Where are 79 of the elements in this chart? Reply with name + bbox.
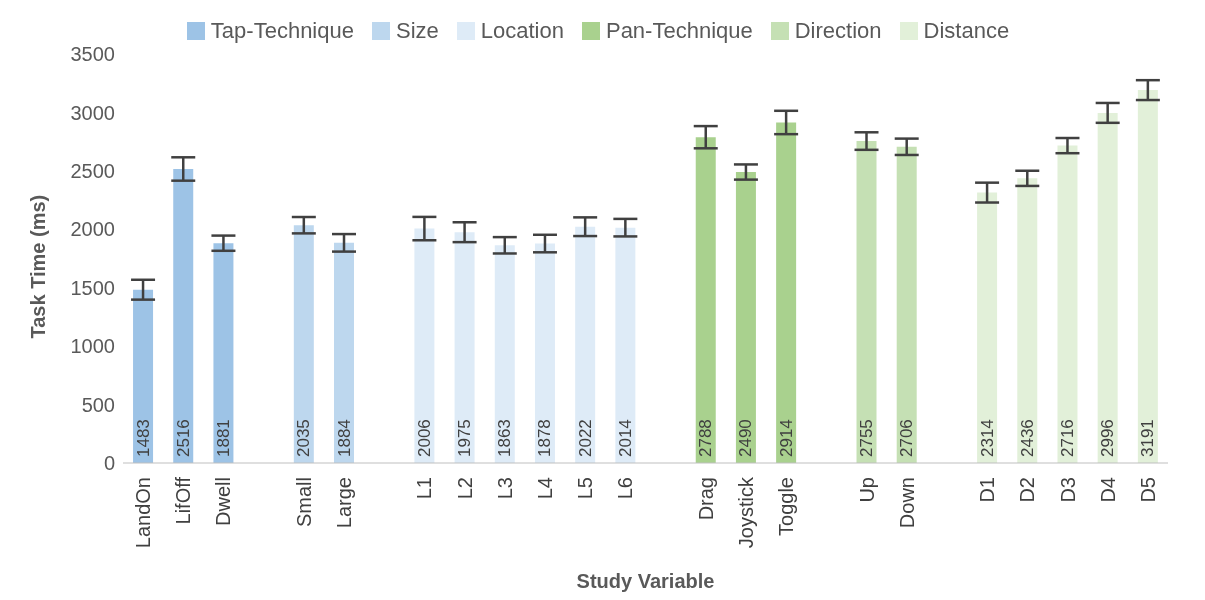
data-label: 2706 <box>897 419 917 457</box>
bar <box>213 243 234 463</box>
x-tick-label: D4 <box>1096 477 1119 503</box>
x-tick-label: L1 <box>413 477 436 500</box>
bar <box>776 122 797 463</box>
x-tick-label: D2 <box>1016 477 1039 503</box>
bar <box>977 192 998 463</box>
data-label: 2914 <box>776 419 796 457</box>
bar <box>334 242 355 463</box>
y-tick-label: 1500 <box>70 276 115 299</box>
legend-label: Tap-Technique <box>210 18 354 44</box>
data-label: 2035 <box>294 419 314 457</box>
data-label: 1881 <box>213 419 233 457</box>
x-tick-label: L6 <box>614 477 637 500</box>
x-tick-label: Down <box>895 477 918 529</box>
data-label: 1483 <box>133 419 153 457</box>
x-tick-label: Dwell <box>212 477 235 526</box>
data-label: 2755 <box>857 419 877 457</box>
data-label: 2314 <box>977 419 997 457</box>
data-label: 1863 <box>495 419 515 457</box>
x-tick-label: L4 <box>534 477 557 500</box>
x-tick-label: Up <box>855 477 878 503</box>
data-label: 2490 <box>736 419 756 457</box>
x-axis-title: Study Variable <box>576 570 715 592</box>
bar <box>534 243 555 463</box>
x-tick-label: Drag <box>694 477 717 521</box>
data-label: 2022 <box>575 419 595 457</box>
x-tick-label: LifOff <box>172 476 195 525</box>
data-label: 2014 <box>615 419 635 457</box>
y-axis-title: Task Time (ms) <box>27 194 50 339</box>
bar <box>1097 112 1118 463</box>
legend-label: Size <box>395 18 439 44</box>
bar <box>1137 90 1158 463</box>
bar <box>173 168 194 463</box>
x-tick-label: D1 <box>976 477 999 503</box>
bar <box>494 245 515 463</box>
data-label: 2436 <box>1017 419 1037 457</box>
bar <box>615 227 636 463</box>
data-label: 2516 <box>173 419 193 457</box>
bar <box>293 225 314 463</box>
y-tick-label: 2000 <box>70 218 115 241</box>
x-tick-label: L5 <box>574 477 597 500</box>
data-label: 3191 <box>1138 419 1158 457</box>
legend-label: Location <box>480 18 564 44</box>
x-tick-label: D5 <box>1136 477 1159 503</box>
bar <box>896 146 917 463</box>
legend-label: Direction <box>794 18 882 44</box>
data-label: 1878 <box>535 419 555 457</box>
x-tick-label: D3 <box>1056 477 1079 503</box>
y-tick-label: 2500 <box>70 159 115 182</box>
legend-label: Pan-Technique <box>605 18 753 44</box>
y-tick-label: 1000 <box>70 335 115 358</box>
y-tick-label: 500 <box>81 393 115 416</box>
bar <box>735 172 756 463</box>
bar <box>454 232 475 463</box>
x-tick-label: L2 <box>453 477 476 500</box>
bar <box>1057 145 1078 463</box>
x-tick-label: L3 <box>493 477 516 500</box>
data-label: 1884 <box>334 419 354 457</box>
y-tick-label: 3000 <box>70 101 115 124</box>
x-tick-label: LandOn <box>132 477 155 549</box>
data-label: 1975 <box>455 419 475 457</box>
bar <box>856 141 877 463</box>
x-tick-label: Large <box>333 477 356 529</box>
bar <box>414 228 435 463</box>
legend-label: Distance <box>923 18 1010 44</box>
y-tick-label: 0 <box>103 452 115 475</box>
bar <box>1017 178 1038 463</box>
bar <box>575 226 596 463</box>
x-tick-label: Toggle <box>775 477 798 536</box>
x-tick-label: Joystick <box>734 476 757 549</box>
x-tick-label: Small <box>292 477 315 528</box>
data-label: 2996 <box>1098 419 1118 457</box>
bar <box>695 137 716 463</box>
data-label: 2788 <box>696 419 716 457</box>
data-label: 2006 <box>414 419 434 457</box>
data-label: 2716 <box>1057 419 1077 457</box>
y-tick-label: 3500 <box>70 43 115 66</box>
bar <box>133 289 154 463</box>
